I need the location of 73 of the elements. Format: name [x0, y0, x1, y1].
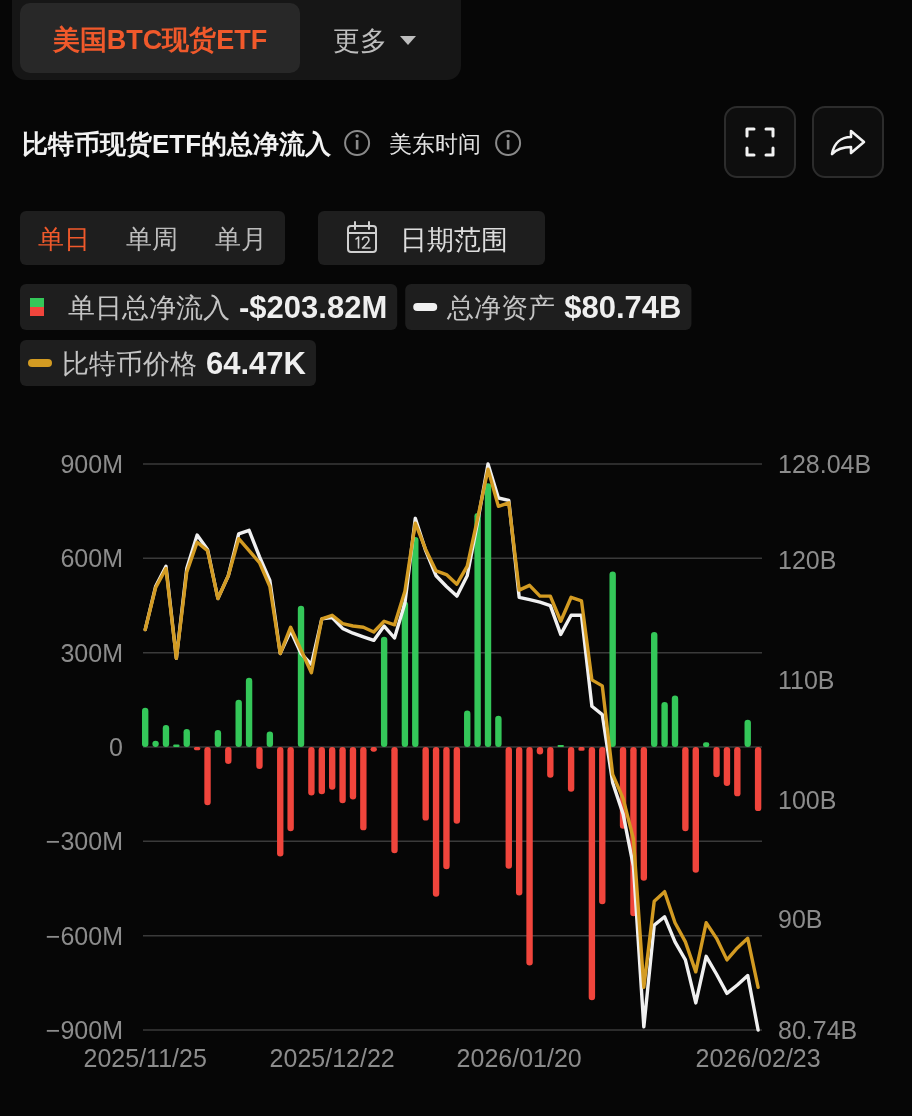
bar: [214, 730, 222, 747]
dropdown-more: 更多: [333, 26, 416, 56]
bar: [723, 747, 731, 786]
bar: [277, 747, 284, 857]
y-tick-label: 900M: [60, 450, 123, 478]
bar: [225, 747, 232, 764]
bar: [287, 747, 294, 832]
x-tick-label: 2026/02/23: [695, 1044, 821, 1072]
bar: [651, 631, 658, 747]
bar: [754, 747, 762, 812]
y2-tick-label: 90B: [778, 905, 823, 934]
bar: [526, 747, 533, 966]
bar: [162, 724, 170, 747]
bar: [360, 747, 367, 831]
y2-tick-label: 128.04B: [778, 450, 872, 478]
legend-label: 单日总净流入: [68, 293, 230, 323]
y-tick-label: 300M: [60, 638, 123, 667]
bar: [547, 747, 554, 778]
bar: [339, 747, 346, 804]
y2-tick-label: 100B: [778, 785, 837, 814]
bar: [505, 747, 512, 869]
chart-subtitle: 美东时间: [389, 131, 482, 157]
bar: [567, 747, 575, 792]
bar: [328, 747, 336, 790]
y-tick-label: 0: [109, 733, 123, 761]
y-tick-label: −600M: [45, 921, 123, 950]
segment-period: 单日 单周 单月: [20, 211, 285, 265]
bar: [380, 636, 388, 747]
bar: [495, 715, 502, 747]
legend-label: 总净资产: [446, 293, 556, 323]
y2-tick-label: 120B: [778, 546, 837, 575]
x-tick-label: 2025/11/25: [83, 1044, 207, 1072]
bar: [744, 719, 751, 747]
x-tick-label: 2026/01/20: [456, 1044, 582, 1072]
bar: [474, 513, 481, 747]
bar: [464, 710, 471, 747]
bar: [318, 747, 325, 795]
bar: [713, 747, 720, 778]
bar: [682, 747, 689, 832]
bar: [412, 536, 419, 747]
bar: [256, 747, 263, 770]
bar: [640, 747, 648, 881]
y-tick-label: 600M: [60, 544, 123, 573]
bar: [349, 747, 357, 800]
bar: [599, 747, 606, 905]
x-tick-label: 2025/12/22: [269, 1044, 395, 1072]
chart-title: 比特币现货ETF的总净流入: [22, 129, 333, 159]
bar: [204, 747, 211, 806]
button-date-range: 日期范围: [318, 211, 545, 265]
bar: [453, 747, 461, 824]
bar: [245, 677, 253, 747]
y2-tick-label: 110B: [778, 665, 835, 694]
bar: [588, 747, 596, 1001]
y2-tick-label: 80.74B: [778, 1016, 858, 1044]
bar: [183, 729, 190, 747]
bar: [141, 707, 149, 747]
bar: [235, 699, 242, 747]
bar: [422, 747, 429, 821]
bar: [391, 747, 398, 854]
bar: [671, 695, 679, 747]
bar: [308, 747, 315, 796]
legend-label: 比特币价格: [62, 349, 197, 379]
y-tick-label: −900M: [45, 1016, 123, 1044]
y-tick-label: −300M: [45, 827, 123, 856]
bar: [443, 747, 450, 870]
tab-selected: 美国BTC现货ETF: [20, 3, 300, 73]
bar: [515, 747, 523, 896]
bar: [661, 702, 668, 747]
bar: [734, 747, 741, 797]
bar: [484, 483, 492, 747]
bar: [692, 747, 699, 873]
bar: [609, 571, 616, 747]
bar: [432, 747, 440, 897]
